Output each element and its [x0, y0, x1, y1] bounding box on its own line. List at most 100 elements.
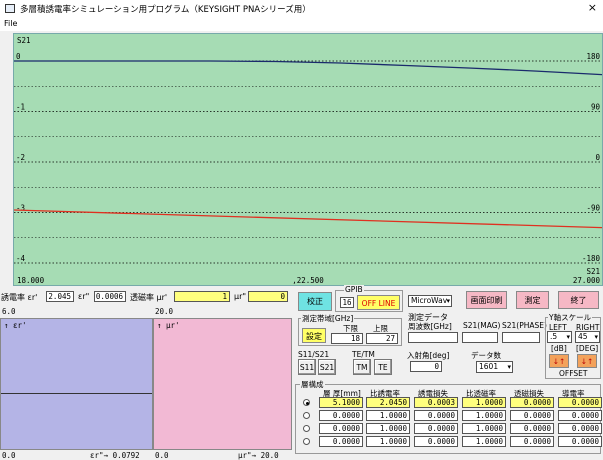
offline-button[interactable]: OFF LINE	[357, 295, 400, 310]
chevron-down-icon: ▾	[566, 333, 570, 341]
gpib-label: GPIB	[344, 285, 364, 294]
s21-chart-svg: S21 0 180 -1 90 -2 0 -3 -90 -4 -180 18.000 ,22.500 27…	[14, 36, 602, 285]
y-scale-left-label: LEFT	[549, 323, 567, 332]
te-button[interactable]: TE	[374, 359, 392, 375]
layer-cell[interactable]: 1.0000	[366, 410, 410, 421]
s21-button[interactable]: S21	[318, 359, 336, 375]
layer-cell[interactable]: 0.0000	[510, 423, 554, 434]
chevron-down-icon: ▾	[446, 297, 450, 305]
layer-cell[interactable]: 1.0000	[366, 423, 410, 434]
right-plot-xmax: μr"→ 20.0	[238, 451, 279, 460]
layer-cell[interactable]: 0.0000	[510, 397, 554, 408]
s21-chart: S21 0 180 -1 90 -2 0 -3 -90 -4 -180 18.000 ,22.500 27…	[13, 33, 603, 286]
epsilon-axis-label: ↑ εr'	[4, 321, 27, 330]
y-right-tick-label: -90	[586, 204, 600, 213]
layer-cell[interactable]: 0.0000	[558, 436, 602, 447]
band-set-button[interactable]: 設定	[302, 328, 326, 343]
instrument-select-value: MicroWav	[411, 296, 448, 305]
layer-cell[interactable]: 0.0000	[558, 423, 602, 434]
x-tick-label: 27.000	[573, 276, 601, 285]
mu-field[interactable]: 1	[174, 291, 230, 302]
meas-freq-header: 周波数[GHz]	[408, 322, 452, 331]
meas-mag-field[interactable]	[462, 332, 498, 343]
epsilon-imag-field[interactable]: 0.0006	[94, 291, 126, 302]
y-scale-left-select[interactable]: .5 ▾	[547, 331, 572, 343]
layer-cell[interactable]: 2.0450	[366, 397, 410, 408]
layer-cell[interactable]: 0.0000	[319, 410, 363, 421]
meas-data-label: 測定データ	[408, 313, 448, 322]
right-plot-ymax: 20.0	[155, 307, 174, 316]
y-left-tick-label: -3	[16, 204, 25, 213]
layer-radio[interactable]	[303, 412, 310, 419]
band-lower-field[interactable]: 18	[331, 333, 363, 344]
meas-phase-field[interactable]	[502, 332, 540, 343]
y-scale-right-unit: [DEG]	[576, 344, 599, 353]
epsilon-field[interactable]: 2.045	[46, 291, 74, 302]
layer-radio[interactable]	[303, 399, 310, 406]
layer-cell[interactable]: 1.0000	[462, 436, 506, 447]
layer-cell[interactable]: 0.0000	[414, 423, 458, 434]
exit-button[interactable]: 終了	[558, 291, 599, 309]
layer-cell[interactable]: 0.0000	[558, 397, 602, 408]
s11-button[interactable]: S11	[298, 359, 316, 375]
print-screen-button[interactable]: 画面印刷	[466, 291, 507, 309]
layer-radio[interactable]	[303, 438, 310, 445]
layer-header: 透磁損失	[514, 389, 544, 398]
layer-cell[interactable]: 1.0000	[462, 423, 506, 434]
menu-file[interactable]: File	[4, 19, 18, 28]
y-scale-left-unit: [dB]	[551, 344, 567, 353]
y-left-tick-label: -2	[16, 153, 25, 162]
mu-imag-field[interactable]: 0	[248, 291, 288, 302]
layer-radio[interactable]	[303, 425, 310, 432]
layer-header: 比透磁率	[466, 389, 496, 398]
gpib-address-field[interactable]: 16	[340, 297, 354, 308]
layer-cell[interactable]: 1.0000	[462, 410, 506, 421]
epsilon-imag-label: εr"	[78, 292, 90, 301]
band-lower-label: 下限	[343, 324, 358, 333]
points-label: データ数	[471, 351, 501, 360]
layer-cell[interactable]: 1.0000	[462, 397, 506, 408]
measure-button[interactable]: 測定	[516, 291, 549, 309]
layer-header: 層 厚[mm]	[323, 389, 361, 398]
layer-cell[interactable]: 5.1000	[319, 397, 363, 408]
y-left-tick-label: -1	[16, 103, 25, 112]
y-scale-group: Y軸スケール LEFT RIGHT .5 ▾ 45 ▾ [dB] [DEG] ↓…	[545, 312, 601, 379]
layer-cell[interactable]: 0.0000	[510, 410, 554, 421]
layer-cell[interactable]: 1.0000	[366, 436, 410, 447]
layer-cell[interactable]: 0.0000	[319, 423, 363, 434]
layer-label: 層構成	[300, 379, 325, 390]
left-offset-button[interactable]: ↓↑	[549, 354, 569, 368]
incidence-field[interactable]: 0	[410, 361, 442, 372]
close-button[interactable]: ×	[587, 1, 597, 14]
x-tick-label: 18.000	[17, 276, 45, 285]
series-line-1	[14, 60, 602, 76]
incidence-label: 入射角[deg]	[407, 351, 450, 360]
layer-cell[interactable]: 0.0000	[414, 410, 458, 421]
left-plot-ymax: 6.0	[2, 307, 16, 316]
band-group: 測定帯域[GHz] 設定 下限 上限 18 27	[298, 313, 402, 346]
x-tick-label: ,22.500	[292, 276, 324, 285]
meas-freq-field[interactable]	[408, 332, 458, 343]
layer-cell[interactable]: 0.0000	[558, 410, 602, 421]
left-plot-xmax: εr"→ 0.0792	[90, 451, 140, 460]
chart-title: S21	[17, 36, 31, 45]
y-right-tick-label: 180	[586, 52, 600, 61]
mu-axis-label: ↑ μr'	[157, 321, 180, 330]
calibrate-button[interactable]: 校正	[298, 292, 332, 311]
series-line-2	[14, 209, 602, 229]
layer-cell[interactable]: 0.0000	[319, 436, 363, 447]
instrument-select[interactable]: MicroWav ▾	[408, 295, 452, 307]
points-select[interactable]: 1601 ▾	[476, 361, 513, 373]
epsilon-plot: ↑ εr'	[0, 318, 153, 450]
band-upper-field[interactable]: 27	[366, 333, 398, 344]
y-left-tick-label: 0	[16, 52, 21, 61]
tm-button[interactable]: TM	[353, 359, 371, 375]
layer-cell[interactable]: 0.0000	[414, 436, 458, 447]
right-offset-button[interactable]: ↓↑	[577, 354, 597, 368]
y-scale-right-select[interactable]: 45 ▾	[575, 331, 600, 343]
right-plot-xmin: 0.0	[155, 451, 169, 460]
layer-cell[interactable]: 0.0000	[510, 436, 554, 447]
layer-cell[interactable]: 0.0003	[414, 397, 458, 408]
app-icon	[5, 4, 15, 13]
sparam-label: S11/S21	[298, 350, 330, 359]
